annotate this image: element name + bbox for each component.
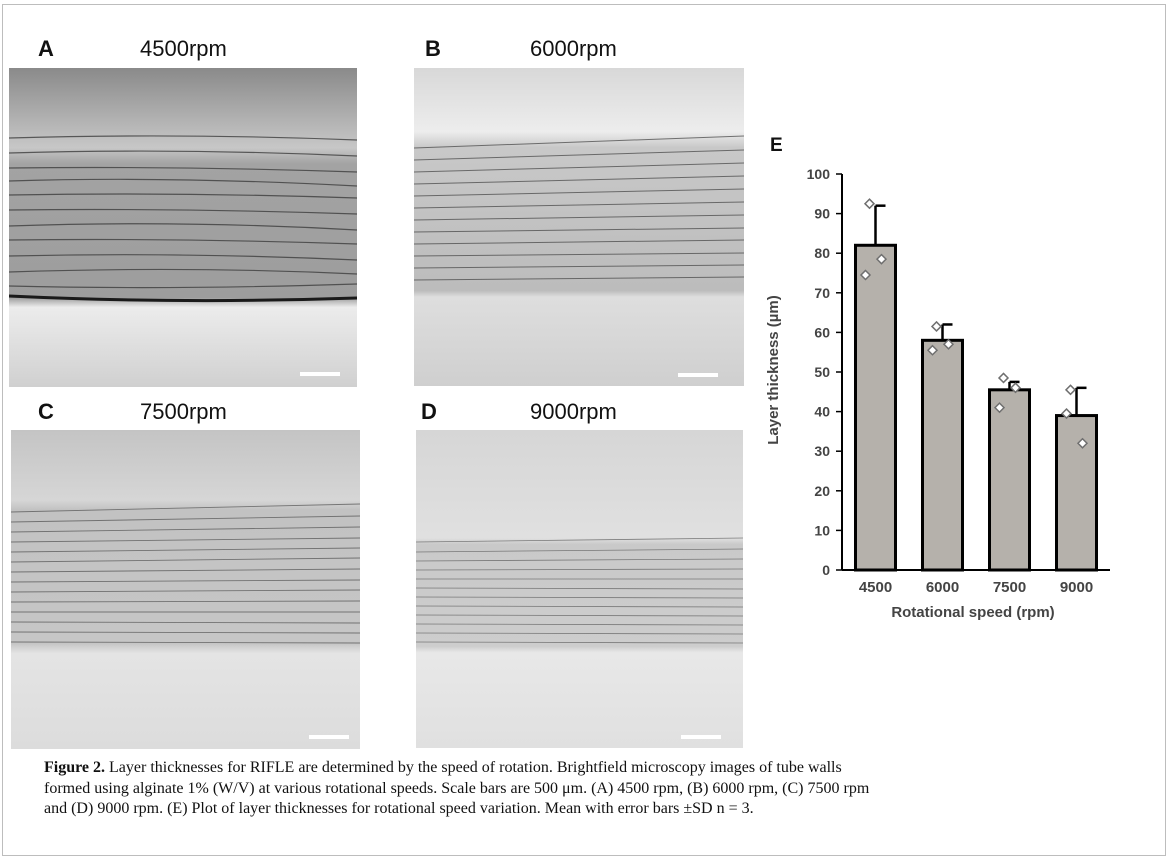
panel-title-d: 9000rpm xyxy=(530,399,617,424)
replicate-point xyxy=(859,269,872,281)
bar xyxy=(854,243,897,572)
x-tick-label: 9000 xyxy=(1060,579,1093,596)
y-tick-label: 50 xyxy=(814,364,830,380)
caption-text-2: formed using alginate 1% (W/V) at variou… xyxy=(44,779,870,797)
panel-letter-d: D xyxy=(421,399,437,424)
micrograph-c xyxy=(11,430,360,749)
x-axis-label: Rotational speed (rpm) xyxy=(891,604,1054,621)
chart-bars xyxy=(854,198,1098,572)
caption-line-2: formed using alginate 1% (W/V) at variou… xyxy=(44,779,1129,800)
replicate-point xyxy=(1064,384,1077,396)
caption-text-1: Layer thicknesses for RIFLE are determin… xyxy=(109,759,842,776)
caption-line-3: and (D) 9000 rpm. (E) Plot of layer thic… xyxy=(44,799,1129,820)
micrograph-b xyxy=(414,68,744,386)
replicate-point xyxy=(993,402,1006,414)
chart-labels: 0 10 20 30 40 50 60 70 80 90 100 4500 6000 7500 9000 xyxy=(807,166,1094,596)
y-tick-label: 0 xyxy=(822,562,830,578)
panel-letter-a: A xyxy=(38,36,54,61)
scale-bar-b xyxy=(678,373,718,377)
panel-letter-b: B xyxy=(425,36,441,61)
y-tick-label: 90 xyxy=(814,206,830,222)
scale-bar-d xyxy=(681,735,721,739)
y-tick-label: 20 xyxy=(814,483,830,499)
y-tick-label: 60 xyxy=(814,324,830,340)
bar xyxy=(921,338,964,572)
panel-title-b: 6000rpm xyxy=(530,36,617,61)
replicate-point xyxy=(863,198,876,210)
figure-caption: Figure 2. Layer thicknesses for RIFLE ar… xyxy=(44,758,1129,820)
panel-title-c: 7500rpm xyxy=(140,399,227,424)
micrograph-d xyxy=(416,430,743,748)
replicate-point xyxy=(1009,382,1022,394)
panel-letter-e: E xyxy=(770,135,783,156)
panel-letter-c: C xyxy=(38,399,54,424)
replicate-point xyxy=(930,320,943,333)
scale-bar-a xyxy=(300,372,340,376)
replicate-point xyxy=(1076,437,1089,449)
caption-line-1: Figure 2. Layer thicknesses for RIFLE ar… xyxy=(44,758,1129,779)
y-tick-label: 100 xyxy=(807,166,831,182)
y-tick-label: 80 xyxy=(814,245,830,261)
panel-title-a: 4500rpm xyxy=(140,36,227,61)
micrograph-a xyxy=(9,68,357,387)
y-tick-label: 30 xyxy=(814,443,830,459)
replicate-point xyxy=(926,344,939,356)
bar xyxy=(988,388,1031,572)
y-axis-label: Layer thickness (µm) xyxy=(765,295,782,445)
bar xyxy=(1055,414,1098,572)
x-tick-label: 7500 xyxy=(993,579,1026,596)
layer-thickness-chart: E 0 10 20 30 40 50 60 70 80 90 100 4500 6000 7500 9000… xyxy=(765,135,1110,621)
replicate-point xyxy=(942,338,955,350)
scale-bar-c xyxy=(309,735,349,739)
replicate-point xyxy=(875,253,888,265)
caption-text-3: and (D) 9000 rpm. (E) Plot of layer thic… xyxy=(44,800,754,817)
y-tick-label: 10 xyxy=(814,522,830,538)
caption-label: Figure 2. xyxy=(44,759,106,776)
replicate-point xyxy=(1060,408,1073,420)
x-tick-label: 4500 xyxy=(859,579,892,596)
y-tick-label: 70 xyxy=(814,285,830,301)
replicate-point xyxy=(997,372,1010,384)
x-tick-label: 6000 xyxy=(926,579,959,596)
y-tick-label: 40 xyxy=(814,404,830,420)
